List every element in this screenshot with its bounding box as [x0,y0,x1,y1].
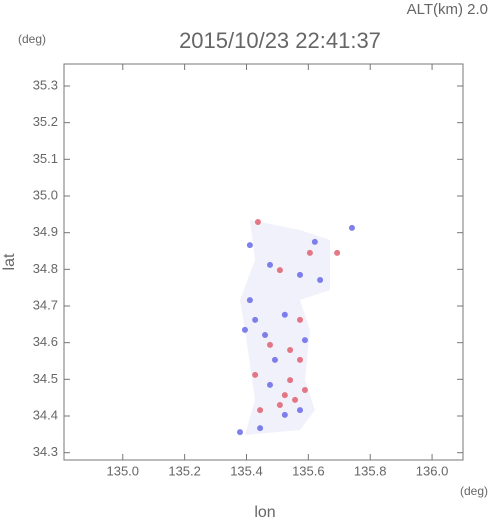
echo-point [292,396,299,403]
echo-point [348,224,355,231]
echo-point [301,337,308,344]
echo-point [287,347,294,353]
echo-point [262,331,269,338]
echo-point [276,402,283,408]
echo-point [317,276,324,283]
echo-point [252,316,259,323]
echo-point [254,219,261,226]
echo-point [241,326,248,333]
y-tick-label: 35.3 [33,77,58,92]
echo-cloud [240,220,330,435]
echo-point [281,411,288,418]
y-tick-label: 34.7 [33,297,58,312]
x-unit: (deg) [460,484,488,498]
echo-point [287,377,294,384]
echo-point [301,386,308,393]
plot-frame [63,63,464,461]
y-tick-label: 35.2 [33,114,58,129]
echo-point [306,249,313,256]
echo-point [271,356,278,363]
echo-point [281,392,288,399]
echo-point [246,297,253,304]
y-tick-label: 35.1 [33,151,58,166]
x-tick-label: 135.6 [292,463,325,478]
y-tick-label: 34.6 [33,334,58,349]
echo-point [311,238,318,245]
y-tick-label: 35.0 [33,187,58,202]
echo-point [246,242,253,249]
x-tick-label: 135.4 [230,463,263,478]
x-tick-label: 135.0 [106,463,139,478]
echo-point [252,371,259,378]
chart-title: 2015/10/23 22:41:37 [179,28,381,53]
echo-point [296,316,303,323]
echo-point [266,261,273,268]
altitude-annotation: ALT(km) 2.0 [407,1,488,18]
echo-point [281,311,288,318]
echo-point [236,429,243,436]
y-tick-label: 34.9 [33,224,58,239]
x-axis-label: lon [254,504,275,521]
y-tick-label: 34.5 [33,371,58,386]
echo-point [257,407,264,414]
echo-point [266,381,273,388]
y-tick-label: 34.4 [33,407,58,422]
echo-point [334,249,341,256]
echo-point [296,271,303,278]
y-tick-label: 34.8 [33,261,58,276]
y-tick-label: 34.3 [33,444,58,459]
echo-point [296,407,303,414]
echo-region [240,220,330,435]
x-tick-label: 136.0 [416,463,449,478]
y-axis-label: lat [1,253,18,270]
y-unit: (deg) [18,32,46,46]
echo-point [296,356,303,363]
echo-point [276,267,283,274]
x-tick-label: 135.8 [354,463,387,478]
echo-point [266,341,273,348]
echo-point [257,425,264,432]
x-tick-label: 135.2 [168,463,201,478]
